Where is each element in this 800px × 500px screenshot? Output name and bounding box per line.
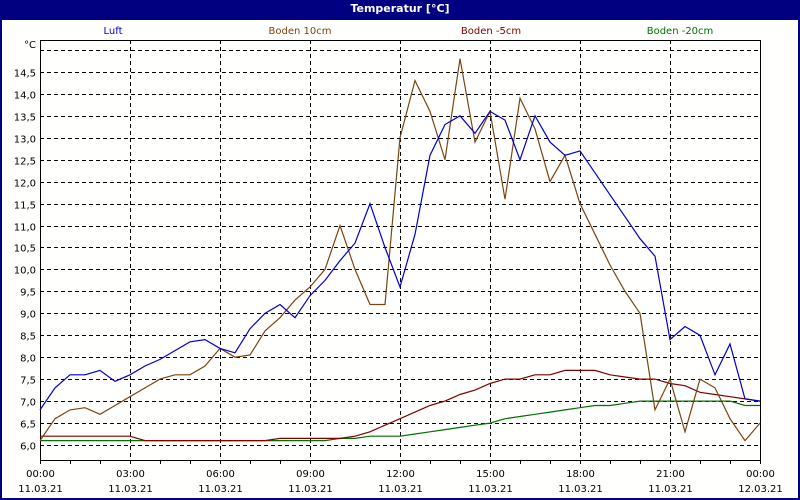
y-tick-label: 7,0 [20,398,36,409]
x-tick-time: 06:00 [206,469,235,480]
x-tick-time: 21:00 [656,469,685,480]
x-tick-date: 11.03.21 [198,484,243,495]
x-tick-time: 00:00 [26,469,55,480]
y-tick-label: 11,5 [14,201,36,212]
window-title: Temperatur [°C] [350,2,450,15]
y-tick-label: 12,0 [14,179,36,190]
x-tick-time: 00:00 [746,469,775,480]
x-tick-date: 11.03.21 [468,484,513,495]
y-tick-label: 13,5 [14,113,36,124]
plot-frame [40,40,761,461]
y-tick-label: 6,5 [20,420,36,431]
x-tick-date: 11.03.21 [558,484,603,495]
x-tick-date: 11.03.21 [648,484,693,495]
x-tick-date: 11.03.21 [108,484,153,495]
legend-item: Luft [103,26,123,37]
x-tick-date: 12.03.21 [738,484,783,495]
y-tick-label: 9,0 [20,310,36,321]
legend-item: Boden -20cm [646,26,714,37]
x-tick-date: 11.03.21 [288,484,333,495]
x-tick-time: 12:00 [386,469,415,480]
x-tick-date: 11.03.21 [378,484,423,495]
y-tick-label: 11,0 [14,223,36,234]
y-tick-label: 12,5 [14,157,36,168]
legend-item: Boden -5cm [460,26,522,37]
x-tick-time: 18:00 [566,469,595,480]
y-tick-label: 10,0 [14,266,36,277]
series-line [39,58,761,442]
y-tick-label: 13,0 [14,135,36,146]
y-tick-label: 10,5 [14,244,36,255]
y-tick-label: 9,5 [20,288,36,299]
series-line [40,369,761,442]
x-tick-time: 09:00 [296,469,325,480]
y-tick-label: 8,0 [20,354,36,365]
y-tick-label: 14,5 [14,69,36,80]
y-tick-label: 7,5 [20,376,36,387]
x-tick-time: 03:00 [116,469,145,480]
y-tick-label: 8,5 [20,332,36,343]
y-tick-label: 14,0 [14,91,36,102]
x-tick-time: 15:00 [476,469,505,480]
series-line [39,110,761,411]
y-tick-label: 6,0 [20,442,36,453]
x-tick-date: 11.03.21 [18,484,63,495]
legend-item: Boden 10cm [268,26,332,37]
y-unit-label: °C [24,40,36,51]
